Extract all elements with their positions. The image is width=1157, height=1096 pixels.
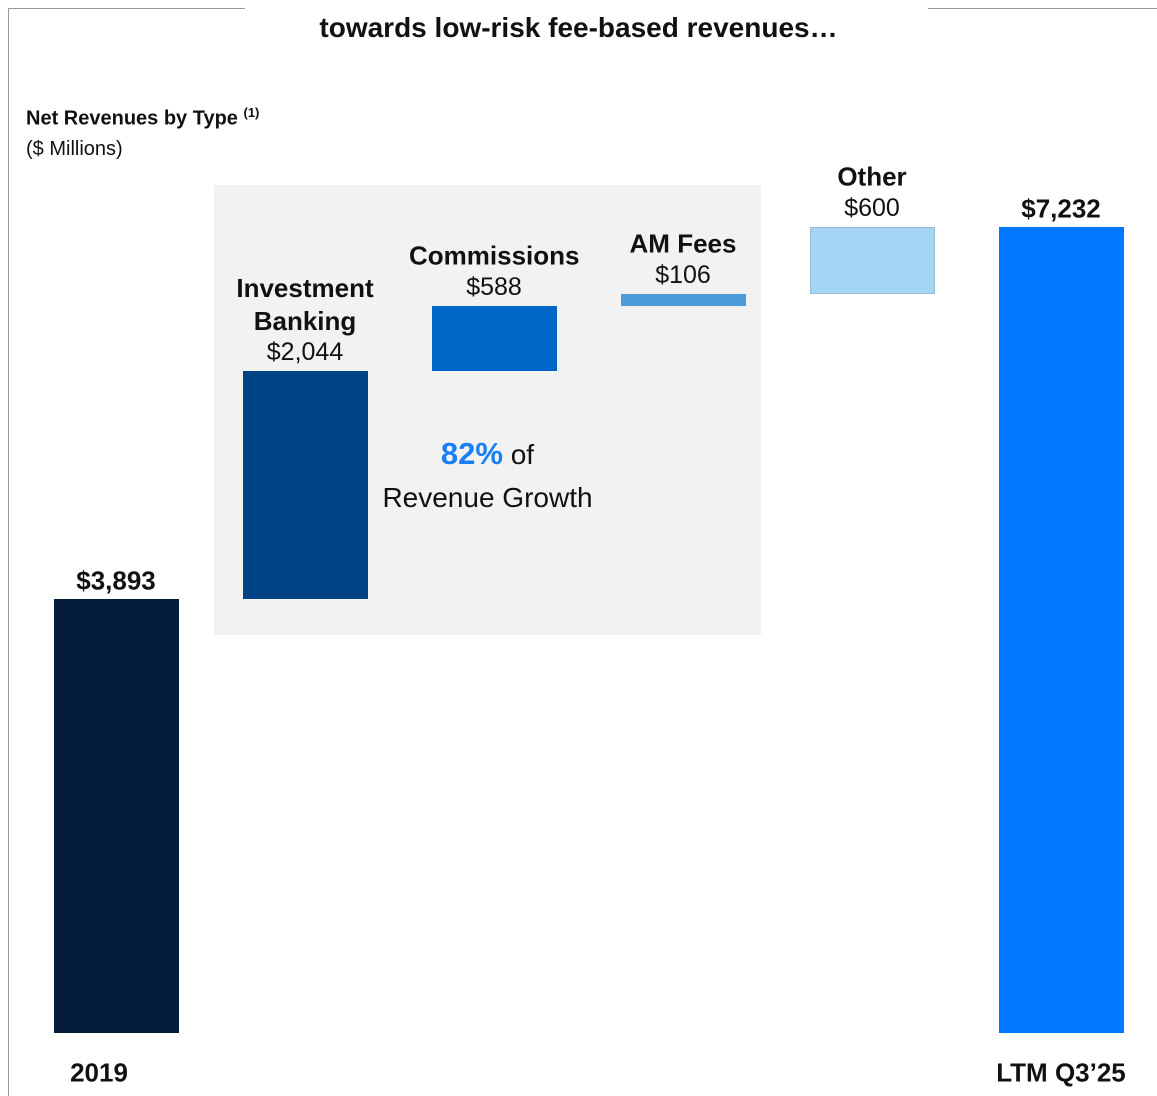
category-label: Commissions bbox=[409, 240, 580, 271]
frame-line bbox=[8, 8, 9, 1096]
value-label: $106 bbox=[655, 260, 711, 289]
subtitle-note: (1) bbox=[243, 105, 260, 120]
category-label: LTM Q3’25 bbox=[996, 1057, 1126, 1088]
category-label: AM Fees bbox=[629, 228, 737, 259]
bar bbox=[53, 599, 179, 1033]
frame-line bbox=[8, 8, 245, 9]
units: ($ Millions) bbox=[26, 138, 123, 160]
category-label: Investment Banking bbox=[236, 273, 374, 336]
chart-title: towards low-risk fee-based revenues… bbox=[319, 12, 838, 43]
subtitle: Net Revenues by Type bbox=[26, 107, 238, 130]
value-label: $2,044 bbox=[266, 338, 344, 367]
bar bbox=[431, 305, 557, 372]
value-label: $600 bbox=[844, 193, 900, 222]
frame-line bbox=[928, 8, 1157, 9]
bar bbox=[998, 227, 1124, 1033]
subtitle-row: Net Revenues by Type (1) bbox=[26, 105, 259, 131]
annotation-highlight: 82% bbox=[440, 436, 503, 471]
category-label: Other bbox=[837, 161, 907, 192]
annotation-text: of bbox=[510, 439, 535, 470]
bar bbox=[809, 227, 935, 294]
value-label: $588 bbox=[466, 272, 522, 301]
bar bbox=[620, 293, 746, 306]
bar bbox=[242, 371, 368, 600]
value-label: $7,232 bbox=[1021, 193, 1101, 224]
annotation-text: Revenue Growth bbox=[382, 482, 593, 513]
value-label: $3,893 bbox=[76, 565, 156, 596]
annotation-line: 82% of bbox=[214, 436, 761, 472]
category-label: 2019 bbox=[70, 1057, 128, 1088]
